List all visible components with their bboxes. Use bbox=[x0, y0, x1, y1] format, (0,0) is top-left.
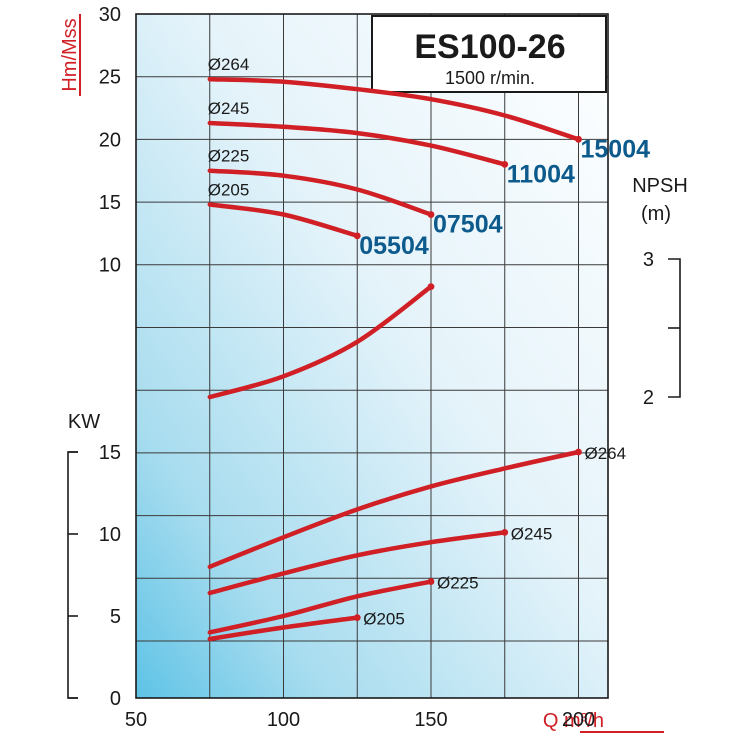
power-curve bbox=[207, 449, 581, 570]
head-curve-model-label: 15004 bbox=[581, 135, 651, 163]
x-tick-label: 200 bbox=[562, 709, 595, 731]
x-tick-label: 150 bbox=[414, 709, 447, 731]
head-curve bbox=[207, 202, 360, 239]
power-curve-endpoint bbox=[575, 448, 582, 456]
head-tick-label: 30 bbox=[99, 4, 121, 26]
npsh-axis-title: NPSH bbox=[632, 175, 688, 197]
head-curve-endpoint bbox=[575, 135, 582, 143]
npsh-tick-label: 2 bbox=[643, 387, 654, 409]
power-curve bbox=[207, 530, 508, 596]
power-tick-label: 0 bbox=[110, 688, 121, 710]
head-tick-label: 25 bbox=[99, 67, 121, 89]
power-curve-endpoint bbox=[427, 578, 435, 585]
head-curve-model-label: 11004 bbox=[507, 160, 575, 188]
head-curve-model-label: 05504 bbox=[359, 232, 429, 260]
head-curve-diameter-label: Ø245 bbox=[208, 99, 250, 118]
plot-background bbox=[136, 14, 608, 698]
head-curve bbox=[207, 120, 508, 167]
power-curve bbox=[207, 615, 360, 642]
head-curve-endpoint bbox=[353, 232, 361, 240]
chart-title: ES100-26 bbox=[414, 28, 565, 66]
power-tick-label: 15 bbox=[99, 442, 121, 464]
head-curve-endpoint bbox=[427, 211, 435, 218]
power-curve-diameter-label: Ø245 bbox=[511, 524, 553, 543]
power-curve bbox=[207, 579, 434, 635]
head-axis-title: Hm/Mss bbox=[59, 18, 81, 91]
head-tick-label: 20 bbox=[99, 129, 121, 151]
head-curve-diameter-label: Ø225 bbox=[208, 147, 250, 166]
power-curve-diameter-label: Ø205 bbox=[363, 610, 405, 629]
npsh-curve bbox=[207, 284, 434, 400]
npsh-curve-endpoint bbox=[427, 283, 435, 290]
power-axis-title: KW bbox=[68, 411, 100, 433]
x-tick-label: 50 bbox=[125, 709, 147, 731]
x-axis-title: Q m³/h bbox=[543, 710, 604, 732]
power-curve-diameter-label: Ø264 bbox=[585, 444, 627, 463]
curve-labels: Ø264 15004 Ø245 11004 Ø225 07504 Ø205 05504 Ø264… bbox=[208, 55, 650, 628]
power-curve-endpoint bbox=[501, 528, 509, 536]
head-curve-diameter-label: Ø264 bbox=[208, 55, 250, 74]
head-curve bbox=[207, 168, 434, 217]
head-curve-model-label: 07504 bbox=[433, 211, 503, 239]
head-tick-label: 10 bbox=[99, 255, 121, 277]
plot-frame bbox=[135, 13, 609, 699]
npsh-tick-label: 3 bbox=[643, 249, 654, 271]
power-axis-bracket bbox=[67, 451, 78, 699]
power-curve-endpoint bbox=[353, 614, 361, 622]
power-tick-label: 10 bbox=[99, 524, 121, 546]
x-tick-label: 100 bbox=[267, 709, 300, 731]
title-box bbox=[371, 15, 607, 93]
power-curve-diameter-label: Ø225 bbox=[437, 574, 479, 593]
curves bbox=[207, 76, 582, 642]
grid bbox=[136, 14, 608, 698]
tick-labels: 50 100 150 200 10 15 20 25 30 0 5 10 15 2 3 bbox=[68, 4, 680, 731]
head-curve-endpoint bbox=[501, 161, 509, 168]
npsh-axis-unit: (m) bbox=[641, 203, 671, 225]
head-tick-label: 15 bbox=[99, 192, 121, 214]
chart-subtitle: 1500 r/min. bbox=[445, 68, 535, 88]
head-curve bbox=[207, 76, 581, 142]
head-curve-diameter-label: Ø205 bbox=[208, 181, 250, 200]
power-tick-label: 5 bbox=[110, 606, 121, 628]
